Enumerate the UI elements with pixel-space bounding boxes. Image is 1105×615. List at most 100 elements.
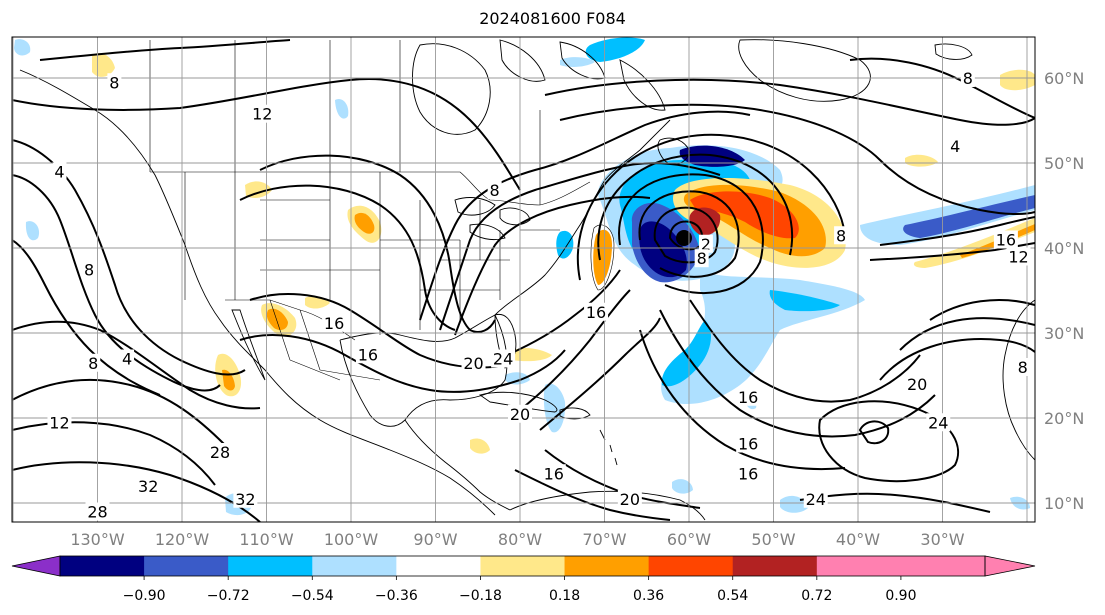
contour-label: 2 xyxy=(701,235,711,254)
contour-label: 4 xyxy=(122,350,132,369)
longitude-label: 50°W xyxy=(751,530,795,549)
contour-label: 16 xyxy=(544,464,564,483)
contour-atlantic-4 xyxy=(869,242,1035,261)
shading-west-neg1 xyxy=(14,39,31,56)
contour-label: 8 xyxy=(109,73,119,92)
contour-label-bg xyxy=(461,353,486,372)
colorbar-segment xyxy=(900,556,986,576)
contour-west-4 xyxy=(12,320,261,410)
contour-caribbean-2 xyxy=(514,469,671,521)
contour-label-bg xyxy=(250,104,275,123)
contour-west-3 xyxy=(12,239,161,396)
gulf-of-mexico-coast xyxy=(339,314,508,427)
contour-label-bg xyxy=(47,413,72,432)
contour-label-bg xyxy=(208,443,233,461)
shading-yuc-pos xyxy=(470,438,490,454)
contour-20-mid xyxy=(239,334,566,393)
contour-ring-central-2 xyxy=(239,184,456,331)
contour-label-bg xyxy=(905,375,930,393)
contour-label: 12 xyxy=(252,105,272,124)
contour-8-north xyxy=(39,39,291,61)
contour-label-bg xyxy=(803,489,828,508)
colorbar-tick-label: −0.36 xyxy=(375,588,418,604)
baja-peninsula xyxy=(231,309,266,381)
contour-label-bg xyxy=(1006,247,1031,266)
contour-label: 24 xyxy=(1046,452,1066,471)
shading-positive-core xyxy=(689,207,721,236)
contour-label-bg xyxy=(948,137,963,155)
contour-low-ring-1 xyxy=(668,220,704,251)
contour-label-bg xyxy=(107,73,122,92)
contour-label: 12 xyxy=(49,413,69,432)
contour-label-bg xyxy=(508,404,532,423)
shading-ea-pos1 xyxy=(905,154,938,167)
shading-ea-pos2 xyxy=(1000,69,1035,91)
contour-label-bg xyxy=(487,181,502,200)
shading-carib-neg xyxy=(543,383,566,433)
hudson-bay xyxy=(412,43,491,135)
contour-label-bg xyxy=(736,434,761,453)
contour-atlantic-1 xyxy=(559,103,1035,216)
contour-label: 4 xyxy=(950,137,960,156)
contour-label: 28 xyxy=(87,503,107,522)
contour-label: 16 xyxy=(738,435,758,454)
colorbar-segment xyxy=(480,556,566,576)
contour-label-bg xyxy=(1015,358,1030,376)
contour-label-bg xyxy=(136,477,161,495)
low-center-marker xyxy=(676,230,692,246)
contour-label: 8 xyxy=(490,181,500,200)
contour-label: 20 xyxy=(907,375,927,394)
shading-eastcoast-pos-outer xyxy=(590,224,615,291)
colorbar-segment xyxy=(648,556,734,576)
contour-label-bg xyxy=(736,464,761,483)
contour-label-bg xyxy=(541,464,566,483)
contour-label: 20 xyxy=(620,490,640,509)
contour-label-bg xyxy=(322,313,347,332)
north-america-west-coast xyxy=(19,69,496,516)
contour-20-east xyxy=(539,317,661,431)
contour-atlantic-ridge xyxy=(689,299,921,403)
colorbar: −0.90 −0.72 −0.54 −0.36 −0.18 0.18 0.36 0.54 0.7… xyxy=(11,555,1036,604)
contour-label-bg xyxy=(993,230,1018,249)
contour-label: 20 xyxy=(463,354,483,373)
contour-low-ring-2 xyxy=(653,206,719,264)
contour-label: 8 xyxy=(88,354,98,373)
contour-label: 20 xyxy=(510,405,530,424)
contour-label: 16 xyxy=(358,345,378,364)
plot-title: 2024081600 F084 xyxy=(479,9,626,28)
longitude-labels: 130°W 120°W 110°W 100°W 90°W 80°W 70°W 60°W 50°W… xyxy=(70,530,964,549)
contour-label: 8 xyxy=(836,226,846,245)
contour-label-bg xyxy=(233,489,258,508)
contour-trough-3 xyxy=(419,110,751,321)
contour-ring-central-1 xyxy=(259,154,496,333)
colorbar-tick-label: −0.54 xyxy=(291,588,334,604)
colorbar-tick-label: 0.90 xyxy=(885,588,916,604)
shading-band-southeast xyxy=(769,290,840,312)
colorbar-segment xyxy=(144,556,229,576)
contour-label: 32 xyxy=(138,477,158,496)
central-america xyxy=(404,419,511,511)
contour-label: 8 xyxy=(84,260,94,279)
colorbar-frame xyxy=(59,555,986,577)
graticule xyxy=(12,37,1035,522)
contour-label-bg xyxy=(1045,452,1069,470)
shading-west-pos1b xyxy=(354,212,375,234)
contour-label: 16 xyxy=(324,314,344,333)
shading-west-neg4 xyxy=(335,98,349,119)
colorbar-extend-low xyxy=(11,555,61,577)
iceland xyxy=(934,43,973,60)
contour-label-bg xyxy=(926,413,951,432)
contour-ea-low xyxy=(818,400,960,483)
contour-atlantic-2 xyxy=(544,78,1035,126)
contour-ea-high-2 xyxy=(899,317,1035,351)
shading-ea-neg2 xyxy=(672,479,693,494)
political-borders xyxy=(149,40,591,381)
colorbar-tick-label: 0.36 xyxy=(633,588,664,604)
contour-label-bg xyxy=(736,387,761,406)
great-lakes xyxy=(454,197,531,241)
us-canada-border xyxy=(150,171,591,206)
colorbar-segment xyxy=(312,556,397,576)
longitude-label: 40°W xyxy=(836,530,880,549)
shading-eastcoast-neg xyxy=(556,230,574,259)
